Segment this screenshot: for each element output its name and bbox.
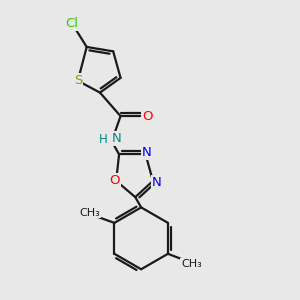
- Text: N: N: [152, 176, 161, 189]
- Text: O: O: [110, 174, 120, 188]
- Text: N: N: [142, 146, 152, 159]
- Text: Cl: Cl: [65, 17, 79, 30]
- Text: CH₃: CH₃: [181, 259, 202, 269]
- Text: CH₃: CH₃: [79, 208, 100, 218]
- Text: H: H: [99, 133, 108, 146]
- Text: S: S: [74, 74, 82, 87]
- Text: O: O: [142, 110, 152, 123]
- Text: N: N: [111, 132, 121, 145]
